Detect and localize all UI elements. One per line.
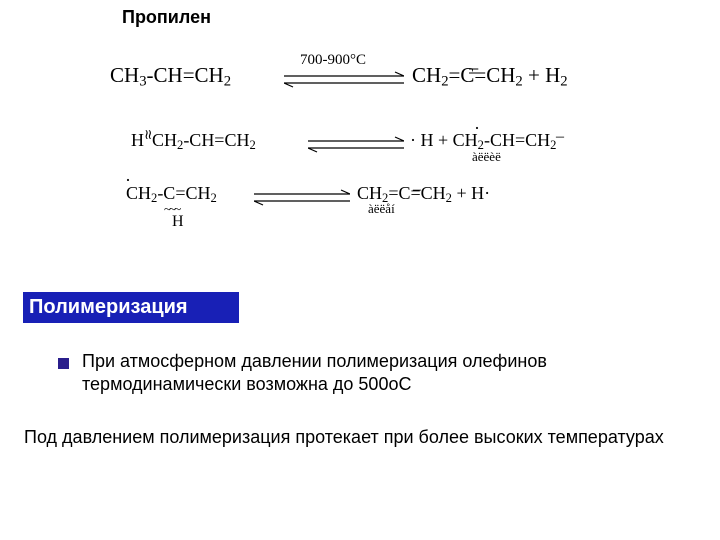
body-text-1: При атмосферном давлении полимеризация о… — [82, 350, 642, 395]
reaction1-arrow — [284, 71, 404, 89]
reaction3-arrow — [254, 189, 350, 207]
reaction3-annotation: àëëåí — [368, 201, 395, 217]
reaction2-dash-overlay: – — [556, 128, 564, 146]
body-text-2: Под давлением полимеризация протекает пр… — [24, 426, 664, 449]
title-propylene: Пропилен — [122, 8, 212, 28]
reaction3-h-below: H — [172, 213, 184, 231]
reaction2-left-h: H — [131, 130, 144, 151]
reaction1-eq-overlay: = — [468, 61, 479, 84]
slide-root: Пропилен CH3-CH=CH2 700-900°С CH2=C=CH2 … — [0, 0, 720, 540]
reaction2-radical-dot: · — [474, 118, 480, 139]
reaction2-arrow — [308, 136, 404, 154]
reaction1-left: CH3-CH=CH2 — [110, 63, 231, 91]
section-heading-polymerization: Полимеризация — [23, 292, 239, 323]
reaction2-left: CH2-CH=CH2 — [152, 130, 256, 153]
reaction1-right: CH2=C=CH2 + H2 — [412, 63, 568, 91]
bullet-icon — [58, 358, 69, 369]
reaction3-dash-overlay: – — [413, 181, 421, 199]
reaction2-annotation: àëëèë — [472, 149, 501, 165]
reaction1-conditions: 700-900°С — [300, 52, 366, 69]
reaction2-bond-wave: ≀≀ — [144, 127, 151, 144]
